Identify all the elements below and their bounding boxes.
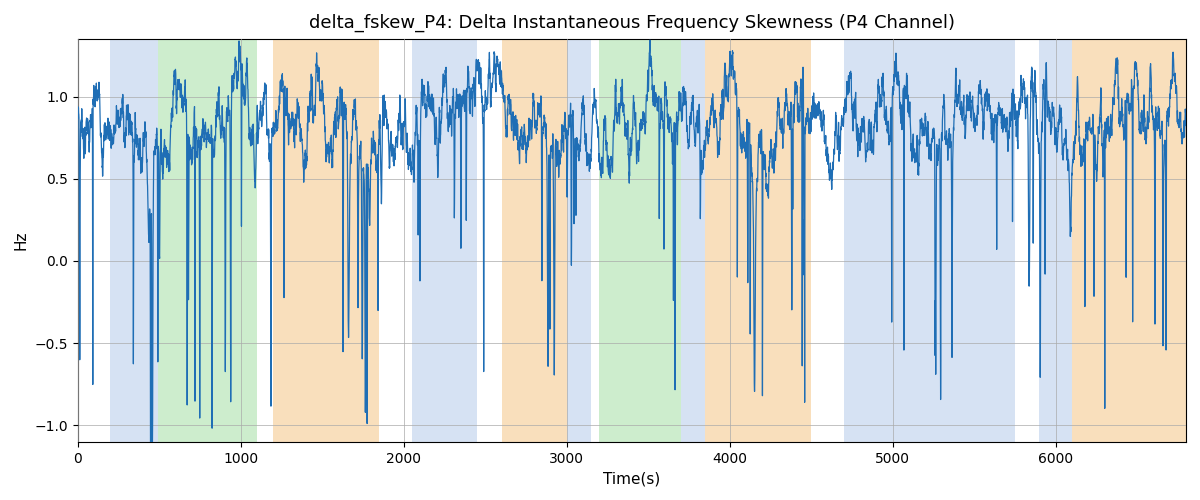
Bar — [1015, 39, 1039, 442]
Title: delta_fskew_P4: Delta Instantaneous Frequency Skewness (P4 Channel): delta_fskew_P4: Delta Instantaneous Freq… — [308, 14, 955, 32]
Bar — [157, 39, 257, 442]
Bar — [412, 39, 478, 442]
Bar — [257, 39, 274, 442]
Bar — [274, 39, 379, 442]
Bar — [599, 39, 680, 442]
Bar — [706, 39, 811, 442]
Bar — [811, 39, 844, 442]
Bar — [1072, 39, 1186, 442]
Bar — [566, 39, 592, 442]
Bar — [680, 39, 706, 442]
Bar — [110, 39, 157, 442]
Bar — [1039, 39, 1072, 442]
X-axis label: Time(s): Time(s) — [604, 471, 660, 486]
Y-axis label: Hz: Hz — [14, 230, 29, 250]
Bar — [592, 39, 599, 442]
Bar — [478, 39, 502, 442]
Bar — [502, 39, 566, 442]
Bar — [379, 39, 412, 442]
Bar — [844, 39, 1015, 442]
